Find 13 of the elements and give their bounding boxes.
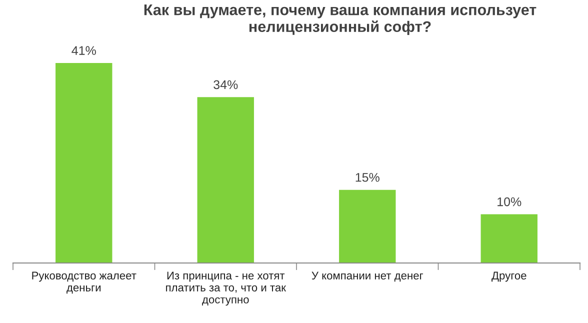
data-label: 15% — [356, 173, 380, 182]
bar — [339, 190, 396, 263]
bar — [197, 97, 254, 263]
data-label: 41% — [72, 46, 96, 55]
chart-title: Как вы думаете, почему ваша компания использует нелицензионный софт? — [144, 4, 536, 36]
x-tick-label: Из принципа - не хотят платить за то, что и так доступно — [166, 272, 286, 306]
x-tick-label: Руководство жалеет деньги — [32, 272, 136, 294]
data-label: 34% — [214, 80, 238, 90]
x-tick-label: Другое — [492, 272, 526, 282]
bar — [56, 63, 112, 263]
bar — [480, 214, 538, 263]
x-tick-label: У компании нет денег — [312, 272, 424, 282]
data-label: 10% — [498, 197, 522, 206]
